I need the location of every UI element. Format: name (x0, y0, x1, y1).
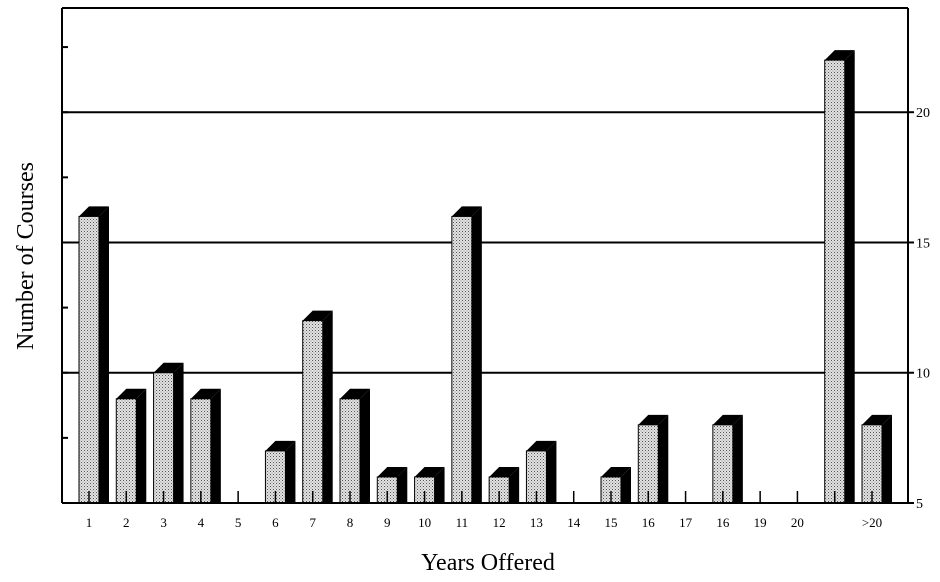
bar (525, 440, 557, 504)
x-tick-label: 11 (456, 515, 469, 530)
bar-side (210, 388, 221, 503)
bar-top (116, 388, 147, 399)
plot-frame (61, 7, 909, 504)
bar-side (360, 388, 370, 503)
bar-top (526, 440, 557, 451)
bar-top (340, 388, 370, 399)
x-tick-label: 7 (309, 515, 316, 530)
x-tick-label: 4 (198, 515, 205, 530)
bar-top (153, 362, 184, 373)
x-tick-label: 10 (418, 515, 431, 530)
x-tick-label: 6 (272, 515, 279, 530)
x-tick-label: 19 (754, 515, 767, 530)
bar-side (621, 466, 631, 503)
y-tick-labels: 5 10 15 20 (908, 106, 930, 512)
bar-side (882, 414, 892, 503)
bar-side (658, 414, 669, 503)
bar (376, 466, 408, 504)
bar-side (434, 466, 445, 503)
bars (78, 50, 892, 504)
bar-top (824, 50, 855, 61)
bar (488, 466, 520, 504)
x-tick-label: 12 (493, 515, 506, 530)
x-axis-title: Years Offered (421, 550, 555, 576)
bar-side (471, 206, 482, 503)
bar (414, 466, 445, 504)
x-tick-label: 16 (642, 515, 656, 530)
bar (153, 362, 184, 504)
bar (451, 206, 482, 504)
bar-side (397, 466, 408, 503)
bar-top (79, 206, 109, 217)
bar-top (489, 466, 520, 477)
x-tick-label: 1 (86, 515, 93, 530)
x-tick-label: 3 (160, 515, 167, 530)
x-tick-label: 5 (235, 515, 242, 530)
bar-front (824, 59, 846, 504)
y-tick-label: 10 (916, 367, 930, 382)
bar (302, 310, 333, 504)
bar (115, 388, 147, 504)
y-tick-label: 15 (916, 236, 930, 251)
bar-top (377, 466, 408, 477)
bar-front (451, 215, 473, 504)
bar-top (712, 414, 743, 425)
x-tick-label: 16 (716, 515, 730, 530)
bar-side (732, 414, 743, 503)
bar (339, 388, 370, 504)
bar-top (638, 414, 669, 425)
bar-front (78, 215, 100, 504)
x-tick-label: 17 (679, 515, 693, 530)
bar-side (509, 466, 520, 503)
bar-side (546, 440, 557, 503)
bar (78, 206, 109, 504)
x-tick-labels: 1 2 3 4 5 6 7 8 9 10 11 12 13 14 15 16 17 16 19 20 >20 (86, 491, 882, 530)
bar-front (153, 372, 175, 504)
bar-top (862, 414, 892, 425)
x-tick-label: 2 (123, 515, 130, 530)
x-tick-label: 8 (347, 515, 354, 530)
bar (190, 388, 221, 504)
x-tick-label: 14 (567, 515, 581, 530)
bar (600, 466, 631, 504)
bar (712, 414, 743, 504)
bar (637, 414, 669, 504)
bar-side (844, 50, 855, 504)
y-tick-label: 5 (916, 497, 923, 512)
bar-side (99, 206, 109, 503)
x-tick-label: 15 (605, 515, 618, 530)
bar-side (136, 388, 147, 503)
gridlines (62, 111, 908, 374)
bar-side (173, 362, 184, 503)
bar-top (414, 466, 445, 477)
bar-front (190, 398, 212, 504)
x-tick-label: 13 (530, 515, 543, 530)
bar-top (302, 310, 333, 321)
x-tick-label: 9 (384, 515, 391, 530)
bar (824, 50, 855, 504)
bar-front (115, 398, 137, 504)
bar (264, 440, 296, 504)
x-tick-label: 20 (791, 515, 804, 530)
y-axis-title: Number of Courses (13, 162, 39, 350)
bar-side (285, 440, 296, 503)
bar-top (265, 440, 296, 451)
bar (861, 414, 892, 504)
x-tick-label: >20 (862, 515, 882, 530)
y-tick-label: 20 (916, 106, 930, 121)
bar-front (302, 320, 324, 504)
bar-top (601, 466, 631, 477)
bar-side (322, 310, 333, 503)
bar-front (339, 398, 361, 504)
bar-top (451, 206, 482, 217)
bar-top (190, 388, 221, 399)
